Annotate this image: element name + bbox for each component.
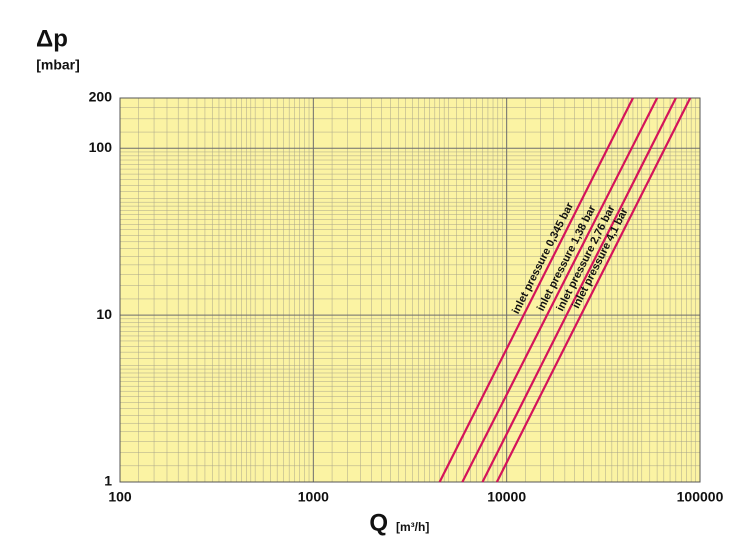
plot-frame [119,97,701,483]
x-axis-label: Q [369,509,388,536]
y-tick-label: 10 [96,306,112,322]
x-tick-label: 100000 [677,489,724,505]
x-tick-label: 100 [108,489,132,505]
series-line [481,97,677,483]
y-axis-unit: [mbar] [36,57,80,73]
x-tick-label: 10000 [487,489,526,505]
y-tick-label: 200 [89,89,113,105]
series-line [495,97,692,483]
x-tick-label: 1000 [298,489,329,505]
y-tick-label: 1 [104,473,112,489]
x-axis-unit: [m³/h] [396,520,429,534]
series-line [461,97,659,483]
y-axis-label: Δp [36,25,68,52]
series-line [438,97,634,483]
y-tick-label: 100 [89,139,113,155]
plot-background [120,98,700,482]
